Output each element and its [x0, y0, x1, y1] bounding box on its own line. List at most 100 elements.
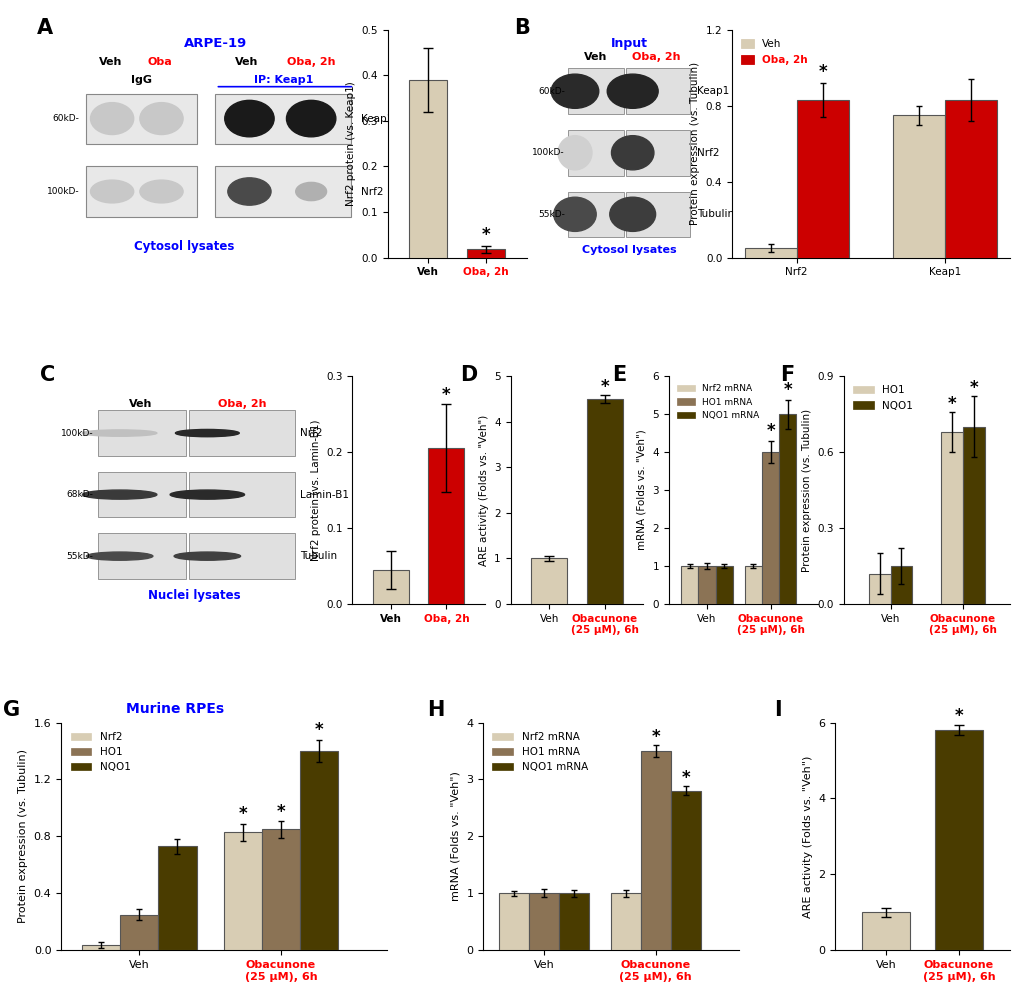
Ellipse shape — [553, 197, 596, 232]
Bar — [862, 913, 909, 950]
Text: G: G — [2, 700, 19, 720]
Bar — [715, 566, 732, 604]
Ellipse shape — [83, 430, 157, 437]
Legend: Nrf2, HO1, NQO1: Nrf2, HO1, NQO1 — [66, 728, 135, 776]
Y-axis label: Protein expression (vs. Tubulin): Protein expression (vs. Tubulin) — [690, 62, 699, 225]
Y-axis label: Protein expression (vs. Tubulin): Protein expression (vs. Tubulin) — [18, 749, 29, 924]
Text: Nrf2: Nrf2 — [697, 148, 719, 157]
Y-axis label: ARE activity (Folds vs. "Veh"): ARE activity (Folds vs. "Veh") — [802, 755, 812, 918]
Bar — [98, 410, 185, 455]
Bar — [744, 248, 796, 257]
Ellipse shape — [174, 552, 240, 560]
Text: *: * — [238, 805, 247, 824]
Bar — [531, 558, 567, 604]
Text: B: B — [514, 18, 529, 39]
Text: 55kD-: 55kD- — [537, 210, 565, 219]
Text: 60kD-: 60kD- — [537, 87, 565, 96]
Bar — [941, 432, 962, 604]
Text: *: * — [441, 386, 450, 404]
Bar — [761, 452, 779, 604]
Text: 100kD-: 100kD- — [532, 148, 565, 157]
Bar — [558, 893, 589, 950]
Bar — [626, 68, 690, 114]
Text: *: * — [651, 728, 659, 745]
Ellipse shape — [83, 490, 157, 499]
Bar — [189, 534, 294, 579]
Legend: Veh, Oba, 2h: Veh, Oba, 2h — [737, 35, 811, 69]
Text: Keap1: Keap1 — [697, 86, 729, 96]
Bar — [98, 472, 185, 518]
Bar — [586, 399, 622, 604]
Text: I: I — [773, 700, 781, 720]
Text: Oba, 2h: Oba, 2h — [217, 399, 266, 409]
Bar — [189, 472, 294, 518]
Text: Tubulin: Tubulin — [697, 209, 734, 220]
Bar — [568, 68, 624, 114]
Ellipse shape — [175, 430, 239, 437]
Text: Veh: Veh — [583, 52, 606, 62]
Bar — [498, 893, 529, 950]
Text: E: E — [611, 364, 626, 385]
Text: *: * — [315, 722, 323, 740]
Text: Input: Input — [610, 37, 647, 50]
Text: IgG: IgG — [130, 75, 152, 85]
Text: *: * — [947, 394, 956, 413]
Bar — [568, 191, 624, 237]
Bar — [86, 166, 197, 217]
Bar — [568, 130, 624, 175]
Legend: Nrf2 mRNA, HO1 mRNA, NQO1 mRNA: Nrf2 mRNA, HO1 mRNA, NQO1 mRNA — [673, 380, 762, 424]
Bar — [626, 130, 690, 175]
Text: Oba: Oba — [148, 57, 172, 67]
Ellipse shape — [91, 103, 133, 135]
Bar — [671, 791, 700, 950]
Text: *: * — [968, 379, 977, 397]
Text: D: D — [460, 364, 477, 385]
Text: Veh: Veh — [99, 57, 122, 67]
Bar — [409, 80, 446, 257]
Text: Nrf2: Nrf2 — [300, 428, 323, 439]
Text: Veh: Veh — [234, 57, 258, 67]
Text: Oba, 2h: Oba, 2h — [632, 52, 680, 62]
Ellipse shape — [170, 490, 245, 499]
Ellipse shape — [296, 182, 326, 201]
Text: Cytosol lysates: Cytosol lysates — [582, 246, 676, 255]
Bar — [945, 100, 997, 257]
Y-axis label: mRNA (Folds vs. "Veh"): mRNA (Folds vs. "Veh") — [450, 771, 461, 901]
Bar — [86, 93, 197, 144]
Text: Tubulin: Tubulin — [300, 551, 337, 561]
Bar — [120, 915, 158, 950]
Legend: HO1, NQO1: HO1, NQO1 — [848, 381, 916, 415]
Text: *: * — [765, 422, 774, 441]
Bar — [373, 570, 409, 604]
Bar — [934, 730, 981, 950]
Bar — [300, 751, 338, 950]
Bar — [893, 115, 945, 257]
Text: *: * — [276, 803, 285, 821]
Bar — [98, 534, 185, 579]
Text: *: * — [783, 381, 792, 399]
Text: Murine RPEs: Murine RPEs — [126, 702, 224, 716]
Y-axis label: Nrf2 protein (vs. Lamin-B1): Nrf2 protein (vs. Lamin-B1) — [310, 420, 320, 560]
Ellipse shape — [87, 552, 153, 560]
Bar — [744, 566, 761, 604]
Text: Cytosol lysates: Cytosol lysates — [135, 240, 234, 253]
Text: F: F — [780, 364, 794, 385]
Bar — [640, 751, 671, 950]
Ellipse shape — [286, 100, 335, 137]
Ellipse shape — [91, 180, 133, 203]
Text: H: H — [426, 700, 443, 720]
Bar — [262, 830, 300, 950]
Ellipse shape — [557, 136, 591, 170]
Bar — [215, 93, 351, 144]
Y-axis label: Protein expression (vs. Tubulin): Protein expression (vs. Tubulin) — [801, 409, 811, 571]
Text: *: * — [954, 708, 962, 726]
Bar — [529, 893, 558, 950]
Bar — [428, 448, 464, 604]
Y-axis label: ARE activity (Folds vs. "Veh"): ARE activity (Folds vs. "Veh") — [478, 415, 488, 565]
Text: Keap1: Keap1 — [360, 114, 392, 124]
Bar — [796, 100, 848, 257]
Bar — [626, 191, 690, 237]
Bar — [215, 166, 351, 217]
Y-axis label: Nrf2 protein (vs. Keap1): Nrf2 protein (vs. Keap1) — [345, 81, 356, 206]
Bar — [158, 846, 197, 950]
